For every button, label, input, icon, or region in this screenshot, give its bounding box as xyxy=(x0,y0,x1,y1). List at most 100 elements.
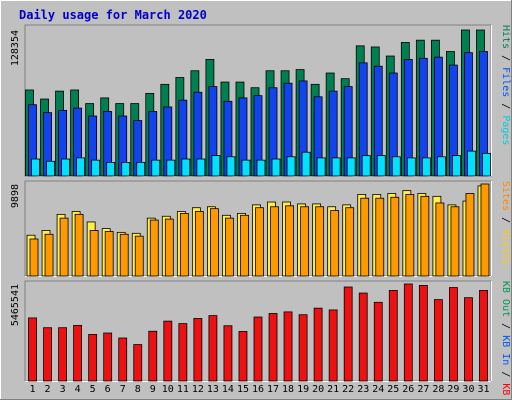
x-tick-label-21: 21 xyxy=(327,384,339,395)
bar-sites-day-7 xyxy=(119,233,129,277)
x-tick-label-31: 31 xyxy=(477,384,489,395)
bar-kb-f-day-27 xyxy=(418,285,428,382)
x-tick-label-9: 9 xyxy=(150,384,156,395)
x-tick-label-18: 18 xyxy=(282,384,294,395)
bar-pages-day-11 xyxy=(181,158,191,177)
bar-sites-day-17 xyxy=(270,206,279,277)
bar-sites-day-22 xyxy=(345,207,355,277)
bar-kb-f-day-20 xyxy=(313,307,323,382)
chart-panels: 128354 Hits / Files / Pages 9898 Sites / Vi… xyxy=(10,24,511,400)
x-tick-label-4: 4 xyxy=(75,384,81,395)
legend: Hits / Files / Pages xyxy=(500,25,511,145)
bar-sites-day-16 xyxy=(255,207,264,277)
bar-pages-day-30 xyxy=(467,150,476,177)
legend-separator: / xyxy=(500,211,511,229)
bar-pages-day-23 xyxy=(361,155,371,177)
bar-kb-f-day-2 xyxy=(43,327,52,382)
panel-3: 5465541 KB Out / KB In / KB F xyxy=(10,280,511,400)
panel-2: 9898 Sites / Visits xyxy=(10,180,511,277)
x-tick-label-22: 22 xyxy=(342,384,354,395)
bar-sites-day-3 xyxy=(59,217,69,277)
bar-kb-f-day-23 xyxy=(358,292,368,382)
bar-sites-day-20 xyxy=(315,206,325,277)
legend-separator: / xyxy=(500,317,511,335)
x-tick-label-5: 5 xyxy=(90,384,96,395)
legend-pages: Pages xyxy=(500,115,511,145)
bar-kb-f-day-13 xyxy=(208,315,218,382)
bar-sites-day-31 xyxy=(480,183,490,277)
bar-sites-day-15 xyxy=(240,214,249,277)
bar-pages-day-3 xyxy=(61,158,70,177)
bar-pages-day-19 xyxy=(301,151,311,177)
legend-sites: Sites xyxy=(500,181,511,211)
bar-pages-day-7 xyxy=(121,162,131,177)
x-tick-label-7: 7 xyxy=(120,384,126,395)
bar-kb-f-day-29 xyxy=(449,287,458,382)
bar-sites-day-14 xyxy=(225,217,234,277)
bar-pages-day-25 xyxy=(391,156,401,177)
bar-sites-day-25 xyxy=(390,196,400,277)
legend: Sites / Visits xyxy=(500,181,511,265)
bar-kb-f-day-18 xyxy=(283,311,293,382)
bar-kb-f-day-31 xyxy=(479,289,488,382)
y-max-label: 9898 xyxy=(10,184,21,208)
bar-pages-day-22 xyxy=(346,157,356,177)
legend-kb-out: KB Out xyxy=(500,281,511,317)
bar-pages-day-2 xyxy=(46,160,55,177)
bar-pages-day-16 xyxy=(256,159,266,177)
bar-pages-day-31 xyxy=(482,152,491,177)
bar-kb-f-day-12 xyxy=(193,318,203,382)
legend-separator: / xyxy=(500,49,511,67)
x-tick-label-16: 16 xyxy=(252,384,264,395)
bar-sites-day-12 xyxy=(194,211,204,277)
bar-sites-day-30 xyxy=(465,193,475,277)
x-tick-label-23: 23 xyxy=(357,384,369,395)
bar-kb-f-day-14 xyxy=(223,325,233,382)
bar-pages-day-4 xyxy=(76,157,86,177)
bar-kb-f-day-26 xyxy=(403,283,413,382)
bar-kb-f-day-19 xyxy=(298,314,308,382)
bar-sites-day-9 xyxy=(149,219,159,277)
bar-pages-day-29 xyxy=(452,155,461,177)
legend: KB Out / KB In / KB F xyxy=(500,281,511,400)
bar-sites-day-4 xyxy=(74,213,84,277)
bar-sites-day-24 xyxy=(375,197,385,277)
bar-sites-day-27 xyxy=(420,195,430,277)
x-tick-label-3: 3 xyxy=(60,384,66,395)
x-tick-label-2: 2 xyxy=(45,384,51,395)
chart-title: Daily usage for March 2020 xyxy=(19,8,207,22)
bar-kb-f-day-4 xyxy=(73,324,83,382)
legend-separator: / xyxy=(500,365,511,383)
bar-pages-day-12 xyxy=(196,158,206,177)
bar-kb-f-day-1 xyxy=(28,317,37,382)
x-tick-label-12: 12 xyxy=(192,384,204,395)
bar-kb-f-day-7 xyxy=(118,337,128,382)
bar-pages-day-14 xyxy=(226,156,236,177)
x-tick-label-24: 24 xyxy=(372,384,384,395)
bar-kb-f-day-16 xyxy=(253,316,263,382)
bar-kb-f-day-25 xyxy=(388,289,398,382)
legend-visits: Visits xyxy=(500,229,511,265)
legend-kb-in: KB In xyxy=(500,335,511,365)
bar-kb-f-day-8 xyxy=(133,344,143,382)
bar-pages-day-13 xyxy=(211,155,221,177)
bar-kb-f-day-30 xyxy=(464,297,473,382)
bar-pages-day-10 xyxy=(166,159,176,177)
x-tick-label-30: 30 xyxy=(462,384,474,395)
x-tick-label-6: 6 xyxy=(105,384,111,395)
legend-files: Files xyxy=(500,67,511,97)
bar-kb-f-day-21 xyxy=(328,309,338,382)
legend-kb-f: KB F xyxy=(500,383,511,400)
bar-kb-f-day-28 xyxy=(433,299,443,382)
x-tick-label-1: 1 xyxy=(30,384,36,395)
x-tick-label-27: 27 xyxy=(417,384,429,395)
bar-pages-day-28 xyxy=(436,156,446,177)
y-max-label: 128354 xyxy=(10,30,21,66)
bar-pages-day-17 xyxy=(271,158,281,177)
bar-pages-day-6 xyxy=(106,162,116,177)
x-tick-label-15: 15 xyxy=(237,384,249,395)
x-tick-label-25: 25 xyxy=(387,384,399,395)
bar-sites-day-19 xyxy=(300,206,310,277)
